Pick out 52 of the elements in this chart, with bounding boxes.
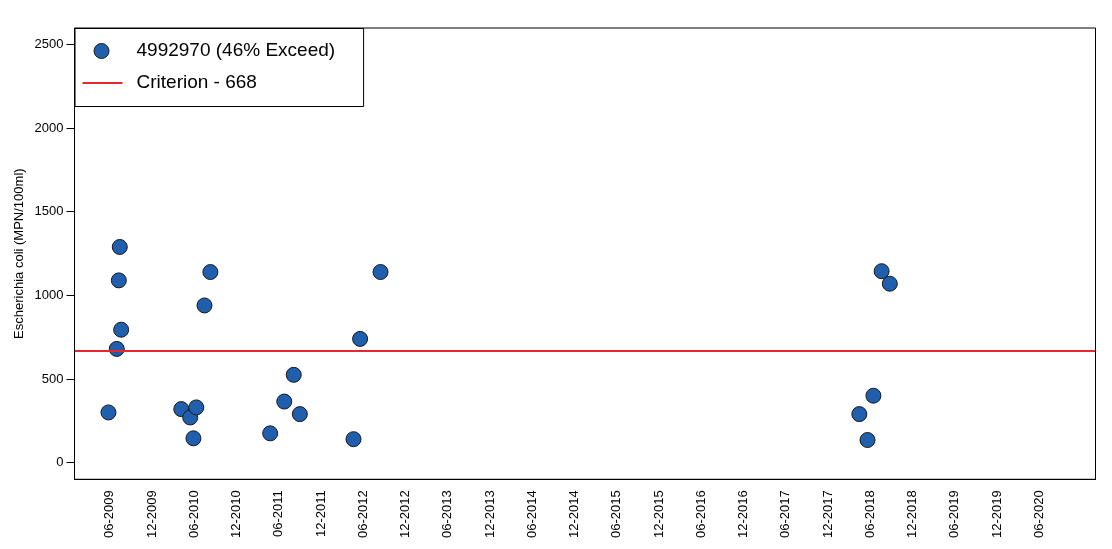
x-tick-label: 12-2011 bbox=[312, 490, 328, 538]
point bbox=[881, 275, 898, 292]
x-tick-label: 12-2014 bbox=[566, 490, 582, 539]
y-tick-label: 500 bbox=[41, 370, 64, 386]
point bbox=[345, 431, 362, 448]
x-tick-label: 06-2020 bbox=[1030, 490, 1046, 539]
point bbox=[865, 387, 882, 404]
y-tick-label: 0 bbox=[56, 454, 64, 470]
x-tick-label: 06-2014 bbox=[523, 490, 539, 539]
point bbox=[202, 264, 219, 281]
x-tick-label: 06-2010 bbox=[185, 490, 201, 539]
point bbox=[196, 297, 213, 314]
x-tick-label: 06-2009 bbox=[101, 490, 117, 539]
y-tick-label: 2500 bbox=[34, 36, 64, 52]
x-tick-label: 12-2010 bbox=[228, 490, 244, 539]
point bbox=[262, 425, 279, 442]
point bbox=[291, 406, 308, 423]
point bbox=[372, 264, 389, 281]
x-tick-label: 06-2015 bbox=[608, 490, 624, 539]
point bbox=[859, 432, 876, 449]
x-tick-label: 12-2013 bbox=[481, 490, 497, 539]
point bbox=[188, 399, 205, 416]
point bbox=[110, 272, 127, 289]
x-tick-label: 12-2018 bbox=[904, 490, 920, 539]
point bbox=[873, 263, 890, 280]
point bbox=[851, 406, 868, 423]
x-tick-label: 12-2017 bbox=[819, 490, 835, 539]
y-axis-title: Escherichia coli (MPN/100ml) bbox=[11, 168, 27, 339]
legend-label: Criterion - 668 bbox=[136, 71, 257, 93]
point bbox=[100, 404, 117, 421]
point bbox=[352, 330, 369, 347]
x-tick-label: 06-2018 bbox=[861, 490, 877, 539]
y-tick-label: 2000 bbox=[34, 119, 64, 135]
x-tick-label: 06-2016 bbox=[692, 490, 708, 539]
point bbox=[276, 393, 293, 410]
x-tick-label: 06-2011 bbox=[270, 490, 286, 538]
point bbox=[111, 238, 128, 255]
y-tick-label: 1500 bbox=[34, 203, 64, 219]
x-tick-label: 12-2009 bbox=[143, 490, 159, 539]
point bbox=[285, 366, 302, 383]
x-tick-label: 12-2019 bbox=[988, 490, 1004, 539]
x-tick-label: 06-2019 bbox=[946, 490, 962, 539]
x-tick-label: 06-2017 bbox=[777, 490, 793, 539]
point bbox=[113, 321, 130, 338]
x-tick-label: 06-2013 bbox=[439, 490, 455, 539]
point bbox=[185, 430, 202, 447]
y-tick-label: 1000 bbox=[34, 287, 64, 303]
x-tick-label: 12-2015 bbox=[650, 490, 666, 539]
legend-label: 4992970 (46% Exceed) bbox=[136, 39, 336, 61]
x-tick-label: 06-2012 bbox=[354, 490, 370, 539]
x-tick-label: 12-2012 bbox=[397, 490, 413, 539]
x-tick-label: 12-2016 bbox=[735, 490, 751, 539]
